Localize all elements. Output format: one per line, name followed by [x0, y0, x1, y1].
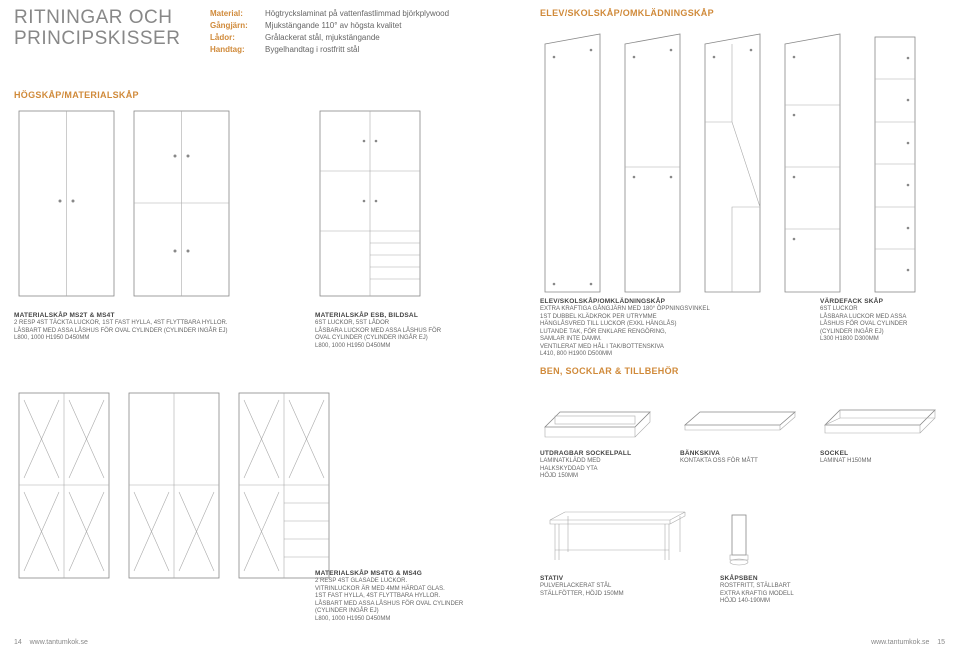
spec-label: Lådor: [210, 32, 265, 44]
item-esb: MATERIALSKÅP ESB, BILDSAL 6ST LUCKOR, 5S… [315, 312, 485, 350]
spec-row: Handtag:Bygelhandtag i rostfritt stål [210, 44, 449, 56]
item-desc: 2 RESP 4ST GLASADE LUCKOR. VITRINLUCKOR … [315, 578, 515, 623]
page-title: RITNINGAR OCH PRINCIPSKISSER [14, 8, 180, 50]
footer-url-left: www.tantumkok.se [30, 639, 88, 646]
item-desc: PULVERLACKERAT STÅL STÄLLFÖTTER, HÖJD 15… [540, 583, 690, 598]
item-elev: ELEV/SKOLSKÅP/OMKLÄDNINGSKÅP EXTRA KRAFT… [540, 298, 780, 359]
item-title: SKÅPSBEN [720, 575, 870, 582]
item-stativ: STATIV PULVERLACKERAT STÅL STÄLLFÖTTER, … [540, 575, 690, 598]
footer-url-right: www.tantumkok.se [871, 639, 929, 646]
drawing-skapsben [720, 510, 760, 570]
title-line-2: PRINCIPSKISSER [14, 28, 180, 49]
drawing-ms4tg [14, 388, 344, 588]
item-desc: 6ST LUCKOR, 5ST LÅDOR LÅSBARA LUCKOR MED… [315, 320, 485, 350]
heading-elev-top: ELEV/SKOLSKÅP/OMKLÄDNINGSKÅP [540, 8, 714, 18]
item-sockel: SOCKEL LAMINAT H150MM [820, 450, 940, 466]
item-title: STATIV [540, 575, 690, 582]
item-desc: KONTAKTA OSS FÖR MÅTT [680, 458, 810, 466]
item-desc: EXTRA KRAFTIGA GÅNGJÄRN MED 180° ÖPPNING… [540, 306, 780, 359]
item-title: SOCKEL [820, 450, 940, 457]
item-title: VÄRDEFACK SKÅP [820, 298, 950, 305]
item-ms4tg: MATERIALSKÅP MS4TG & MS4G 2 RESP 4ST GLA… [315, 570, 515, 623]
page-number-left: 14 [14, 639, 22, 646]
item-sockelpall: UTDRAGBAR SOCKELPALL LAMINATKLÄDD MED HA… [540, 450, 670, 481]
spec-table: Material:Högtryckslaminat på vattenfastl… [210, 8, 449, 56]
spec-label: Handtag: [210, 44, 265, 56]
footer-left: 14 www.tantumkok.se [14, 639, 88, 646]
spec-value: Mjukstängande 110° av högsta kvalitet [265, 20, 401, 32]
item-desc: LAMINATKLÄDD MED HALKSKYDDAD YTA HÖJD 15… [540, 458, 670, 481]
item-desc: LAMINAT H150MM [820, 458, 940, 466]
spec-label: Material: [210, 8, 265, 20]
item-desc: ROSTFRITT, STÄLLBART EXTRA KRAFTIG MODEL… [720, 583, 870, 606]
item-title: UTDRAGBAR SOCKELPALL [540, 450, 670, 457]
drawing-vardefack [872, 34, 927, 302]
item-bankskiva: BÄNKSKIVA KONTAKTA OSS FÖR MÅTT [680, 450, 810, 466]
heading-ben: BEN, SOCKLAR & TILLBEHÖR [540, 366, 679, 376]
spec-value: Grålackerat stål, mjukstängande [265, 32, 380, 44]
item-desc: 6ST LUCKOR LÅSBARA LUCKOR MED ASSA LÅSHU… [820, 306, 950, 344]
item-title: MATERIALSKÅP MS4TG & MS4G [315, 570, 515, 577]
item-ms2t: MATERIALSKÅP MS2T & MS4T 2 RESP 4ST TÄCK… [14, 312, 274, 343]
drawing-ms2t [14, 106, 244, 306]
drawing-stativ [540, 510, 690, 570]
item-title: ELEV/SKOLSKÅP/OMKLÄDNINGSKÅP [540, 298, 780, 305]
item-skapsben: SKÅPSBEN ROSTFRITT, STÄLLBART EXTRA KRAF… [720, 575, 870, 606]
item-title: MATERIALSKÅP ESB, BILDSAL [315, 312, 485, 319]
drawing-sockel [820, 395, 940, 440]
drawing-esb [315, 106, 435, 306]
item-title: MATERIALSKÅP MS2T & MS4T [14, 312, 274, 319]
spec-value: Högtryckslaminat på vattenfastlimmad bjö… [265, 8, 449, 20]
title-line-1: RITNINGAR OCH [14, 7, 173, 28]
drawing-bankskiva [680, 400, 800, 440]
page-number-right: 15 [937, 639, 945, 646]
spec-row: Material:Högtryckslaminat på vattenfastl… [210, 8, 449, 20]
spec-label: Gångjärn: [210, 20, 265, 32]
drawing-sockelpall [540, 392, 660, 442]
item-vardefack: VÄRDEFACK SKÅP 6ST LUCKOR LÅSBARA LUCKOR… [820, 298, 950, 344]
drawing-lockers [540, 22, 850, 302]
spec-row: Lådor:Grålackerat stål, mjukstängande [210, 32, 449, 44]
heading-hogskap: HÖGSKÅP/MATERIALSKÅP [14, 90, 139, 100]
spec-row: Gångjärn:Mjukstängande 110° av högsta kv… [210, 20, 449, 32]
item-title: BÄNKSKIVA [680, 450, 810, 457]
spec-value: Bygelhandtag i rostfritt stål [265, 44, 359, 56]
footer-right: www.tantumkok.se 15 [871, 639, 945, 646]
item-desc: 2 RESP 4ST TÄCKTA LUCKOR, 1ST FAST HYLLA… [14, 320, 274, 343]
